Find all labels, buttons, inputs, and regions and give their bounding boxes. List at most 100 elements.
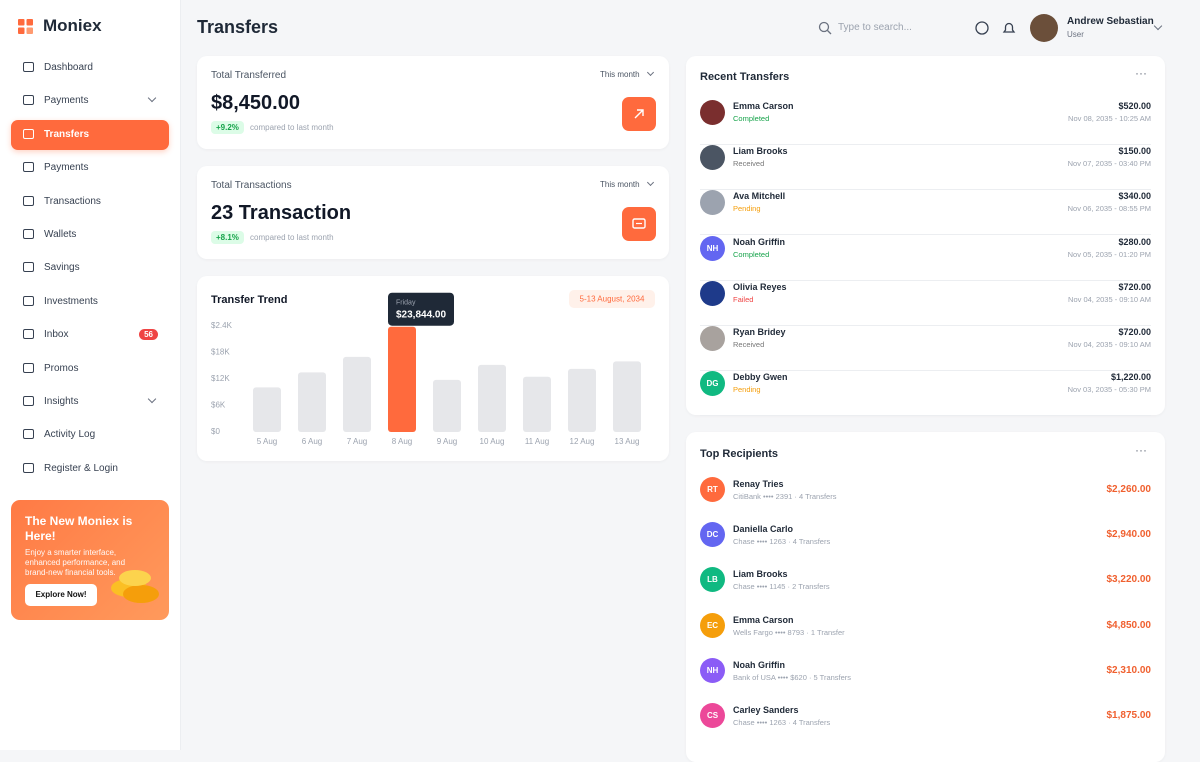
- recipient-row[interactable]: DC Daniella Carlo Chase •••• 1263 · 4 Tran…: [700, 522, 1151, 567]
- nav-icon: [23, 62, 34, 72]
- tooltip: [388, 292, 454, 326]
- nav-icon: [23, 396, 34, 406]
- bar: [523, 376, 551, 432]
- name: Noah Griffin: [733, 236, 785, 247]
- period-select[interactable]: This month: [600, 70, 640, 79]
- nav-icon: [23, 195, 34, 206]
- nav-icon: [23, 462, 34, 473]
- top-recipients-card: Top Recipients ··· RT Renay Tries CitiBank…: [686, 432, 1165, 762]
- bar: [478, 364, 506, 432]
- change-chip: +8.1%: [211, 231, 244, 244]
- more-menu[interactable]: ···: [1135, 443, 1147, 457]
- nav-item[interactable]: Payments: [11, 153, 169, 183]
- status: Failed: [733, 294, 754, 304]
- recent-title: Recent Transfers: [700, 71, 790, 83]
- transfer-row[interactable]: NH Noah Griffin Completed $280.00 Nov 05, 20…: [700, 235, 1151, 281]
- recipient-row[interactable]: RT Renay Tries CitiBank •••• 2391 · 4 Tran…: [700, 477, 1151, 522]
- status: Received: [733, 159, 765, 169]
- name: Ava Mitchell: [733, 191, 786, 202]
- nav-label: Payments: [44, 162, 89, 174]
- promo-card: The New Moniex is Here! Enjoy a smarter …: [11, 500, 169, 620]
- nav-label: Dashboard: [44, 62, 93, 73]
- user-menu-chevron[interactable]: [1153, 21, 1163, 31]
- user-avatar[interactable]: [1030, 14, 1058, 42]
- transfer-row[interactable]: Olivia Reyes Failed $720.00 Nov 04, 2035 - …: [700, 280, 1151, 326]
- nav-label: Investments: [44, 295, 98, 307]
- user-name: Andrew Sebastian: [1067, 16, 1154, 27]
- stat-value: 23 Transaction: [211, 202, 352, 224]
- nav-item[interactable]: Inbox 56: [11, 320, 169, 350]
- bar: [253, 387, 281, 432]
- y-tick-label: $12K: [211, 374, 230, 383]
- name: Daniella Carlo: [733, 524, 794, 535]
- explore-button[interactable]: Explore Now!: [25, 584, 97, 606]
- x-tick-label: 7 Aug: [347, 437, 367, 446]
- transfer-row[interactable]: Ryan Bridey Received $720.00 Nov 04, 2035 -…: [700, 326, 1151, 371]
- detail: Chase •••• 1263 · 4 Transfers: [733, 718, 831, 727]
- status: Pending: [733, 204, 761, 214]
- status: Received: [733, 340, 765, 349]
- bar: [388, 326, 416, 432]
- nav-label: Savings: [44, 262, 80, 274]
- chevron: [646, 178, 655, 187]
- recipients-title: Top Recipients: [700, 448, 779, 460]
- action-button[interactable]: [622, 207, 656, 241]
- amount: $720.00: [1118, 327, 1151, 337]
- nav-item[interactable]: Investments: [11, 287, 169, 317]
- stat-value: $8,450.00: [211, 92, 300, 114]
- period-select[interactable]: This month: [600, 180, 640, 189]
- amount: $2,260.00: [1106, 484, 1152, 495]
- nav-icon: [23, 295, 34, 306]
- search-input[interactable]: Type to search...: [838, 22, 912, 33]
- nav-icon: [23, 162, 34, 173]
- nav-item[interactable]: Dashboard: [11, 53, 169, 83]
- chart-card: Transfer Trend 5-13 August, 2034 $0 $6K $1…: [197, 276, 669, 461]
- nav-icon: [23, 262, 34, 273]
- recipient-row[interactable]: CS Carley Sanders Chase •••• 1263 · 4 Tran…: [700, 703, 1151, 748]
- name: Emma Carson: [733, 614, 794, 625]
- recipient-row[interactable]: EC Emma Carson Wells Fargo •••• 8793 · 1 T…: [700, 612, 1151, 658]
- amount: $3,220.00: [1106, 574, 1152, 586]
- brand: Moniex: [43, 16, 102, 35]
- status: Pending: [733, 385, 761, 395]
- chart-title: Transfer Trend: [211, 294, 287, 306]
- nav-item[interactable]: Payments: [11, 86, 169, 116]
- detail: Chase •••• 1263 · 4 Transfers: [733, 537, 831, 547]
- recipient-row[interactable]: LB Liam Brooks Chase •••• 1145 · 2 Transfe…: [700, 567, 1151, 612]
- search-icon: [818, 21, 832, 35]
- amount: $720.00: [1118, 281, 1151, 292]
- transfer-row[interactable]: Liam Brooks Received $150.00 Nov 07, 2035 -…: [700, 145, 1151, 191]
- x-tick-label: 9 Aug: [437, 437, 457, 446]
- transfer-row[interactable]: Emma Carson Completed $520.00 Nov 08, 2035 …: [700, 100, 1151, 145]
- transfer-row[interactable]: Ava Mitchell Pending $340.00 Nov 06, 2035 -…: [700, 190, 1151, 236]
- status: Completed: [733, 249, 770, 259]
- nav-item[interactable]: Transfers: [11, 119, 169, 150]
- avatar: [700, 326, 725, 351]
- chart: Transfer Trend 5-13 August, 2034 $0 $6K $1…: [211, 290, 655, 446]
- nav-item[interactable]: Wallets: [11, 220, 169, 250]
- detail: Bank of USA •••• $620 · 5 Transfers: [733, 672, 852, 682]
- amount: $150.00: [1118, 146, 1151, 157]
- name: Liam Brooks: [733, 569, 788, 580]
- nav-item[interactable]: Activity Log: [11, 420, 169, 450]
- nav-item[interactable]: Insights: [11, 387, 169, 417]
- recipient-row[interactable]: NH Noah Griffin Bank of USA •••• $620 · 5 …: [700, 657, 1151, 703]
- nav-label: Register & Login: [44, 462, 118, 474]
- nav-label: Wallets: [44, 229, 77, 240]
- x-tick-label: 12 Aug: [570, 437, 595, 446]
- stat-label: Total Transferred: [211, 70, 287, 81]
- x-tick-label: 11 Aug: [525, 437, 549, 446]
- nav-item[interactable]: Transactions: [11, 187, 169, 217]
- transfer-row[interactable]: DG Debby Gwen Pending $1,220.00 Nov 03, 2035…: [700, 371, 1151, 417]
- nav-item[interactable]: Savings: [11, 253, 169, 283]
- nav-item[interactable]: Register & Login: [11, 454, 169, 484]
- bar: [298, 372, 326, 432]
- nav-item[interactable]: Promos: [11, 354, 169, 384]
- date: Nov 06, 2035 - 08:55 PM: [1067, 204, 1151, 214]
- action-button[interactable]: [622, 97, 656, 131]
- coins: [111, 570, 159, 603]
- avatar: DC: [700, 522, 725, 548]
- more-menu[interactable]: ···: [1135, 66, 1147, 80]
